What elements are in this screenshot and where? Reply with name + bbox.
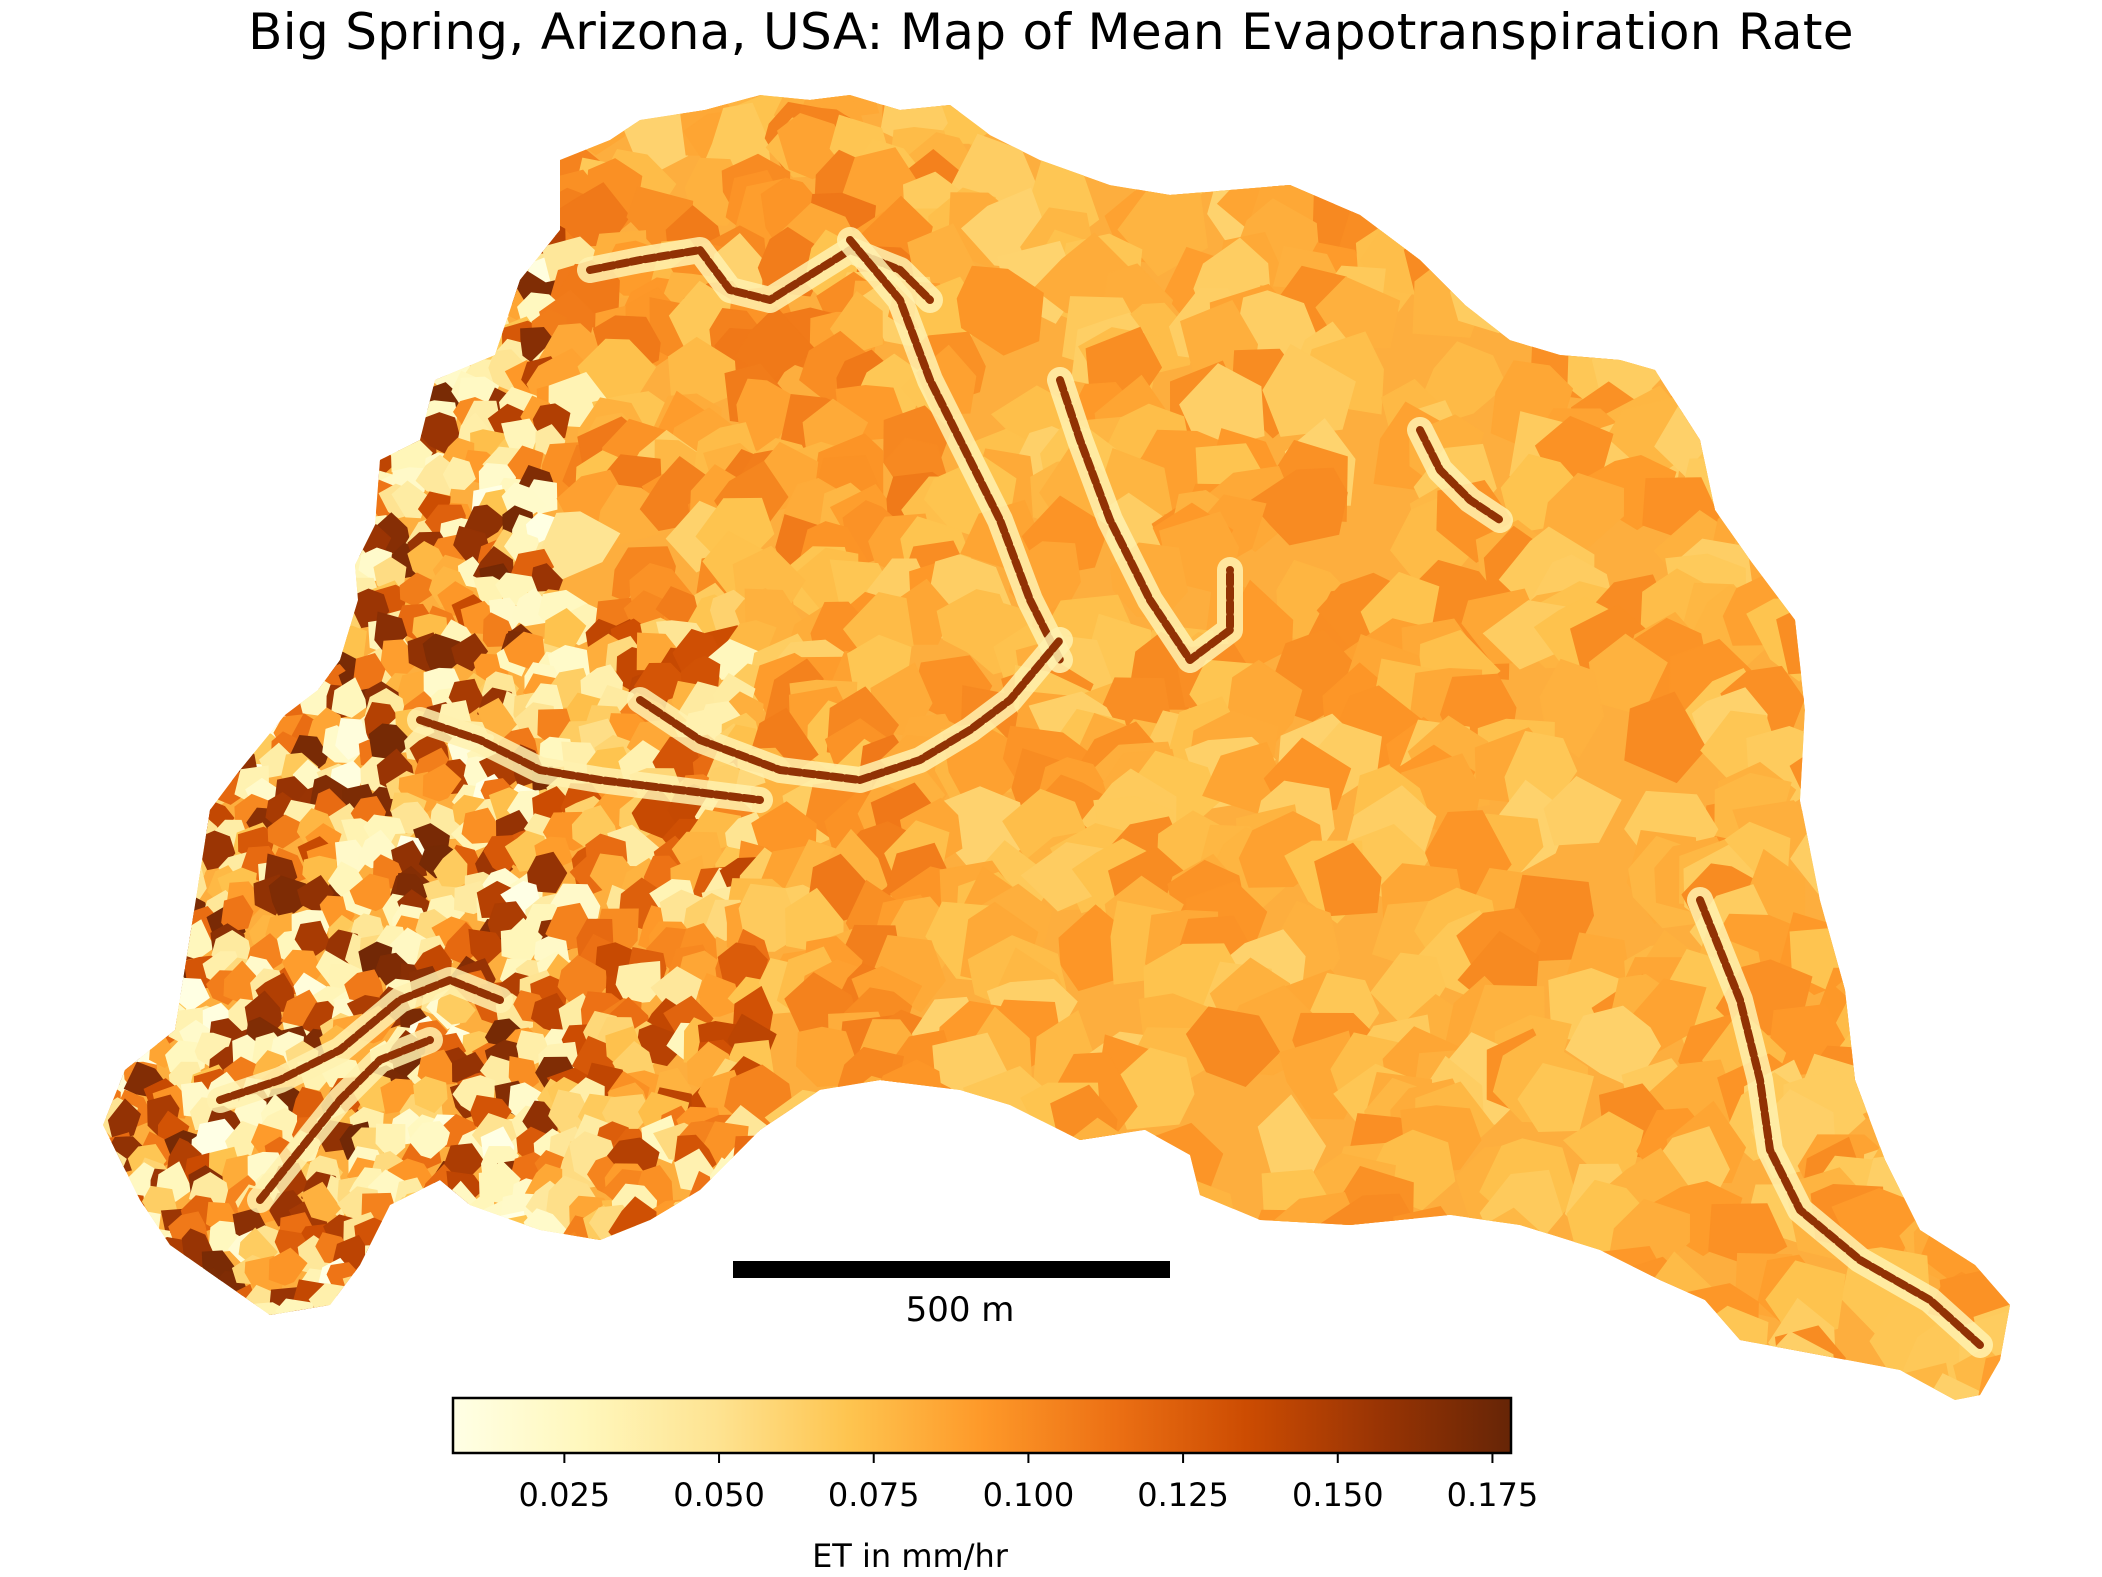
map-title: Big Spring, Arizona, USA: Map of Mean Ev… — [248, 3, 1854, 61]
colorbar-tick-label: 0.100 — [982, 1476, 1075, 1514]
colorbar-tick-label: 0.125 — [1137, 1476, 1229, 1514]
colorbar-tick-label: 0.175 — [1446, 1476, 1539, 1514]
colorbar-label: ET in mm/hr — [812, 1537, 1008, 1575]
stream-channels — [207, 227, 1993, 1358]
colorbar-tick-label: 0.050 — [673, 1476, 765, 1514]
colorbar-tick-label: 0.150 — [1291, 1476, 1384, 1514]
colorbar-tick-label: 0.025 — [518, 1476, 611, 1514]
colorbar-tick-label: 0.075 — [827, 1476, 920, 1514]
scale-bar — [733, 1261, 1170, 1278]
colorbar-ticks — [563, 1453, 1494, 1463]
colorbar — [451, 1396, 1513, 1455]
voronoi-cells — [103, 95, 2010, 1400]
scale-bar-label: 500 m — [905, 1290, 1015, 1330]
